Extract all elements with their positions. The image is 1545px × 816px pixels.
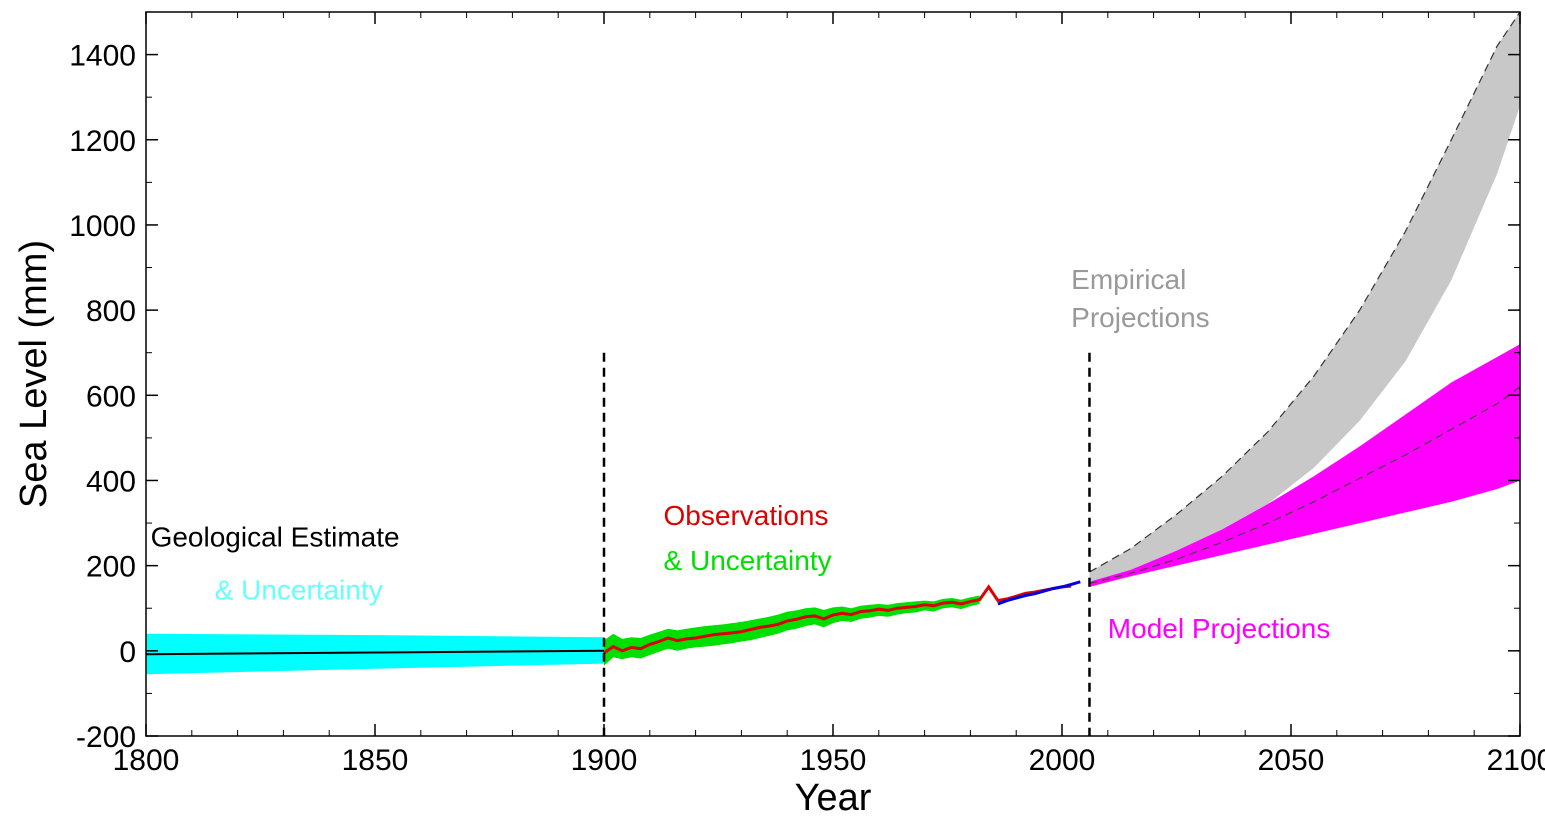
model-projection-band	[1089, 344, 1520, 587]
plot-area	[145, 11, 1521, 736]
annotation-label: Geological Estimate	[151, 521, 400, 552]
annotations: Geological Estimate & Uncertainty Observat…	[151, 264, 1331, 644]
empirical-projection-band	[1089, 12, 1520, 585]
empirical-projection-upper-edge	[1089, 11, 1521, 573]
x-tick-label: 1800	[113, 744, 180, 777]
geological-estimate-line	[145, 649, 605, 656]
x-tick-label: 2000	[1029, 744, 1096, 777]
x-tick-label: 1900	[571, 744, 638, 777]
satellite-observations-line	[997, 580, 1081, 606]
y-tick-label: 800	[86, 295, 136, 328]
y-tick-label: 1000	[69, 210, 136, 243]
model-projection-center-line	[1089, 386, 1521, 585]
x-tick-label: 2050	[1258, 744, 1325, 777]
y-tick-label: 1400	[69, 40, 136, 73]
y-tick-label: 0	[119, 636, 136, 669]
tick-labels: 1800 1850 1900 1950 2000 2050 2100 -200 0 200 400 6…	[69, 40, 1545, 777]
x-tick-label: 2100	[1487, 744, 1545, 777]
annotation-label: & Uncertainty	[215, 575, 383, 606]
x-tick-label: 1850	[342, 744, 409, 777]
y-tick-label: 1200	[69, 125, 136, 158]
y-tick-label: 400	[86, 465, 136, 498]
x-axis-label: Year	[795, 777, 872, 816]
y-tick-label: 600	[86, 380, 136, 413]
y-axis-label: Sea Level (mm)	[13, 240, 55, 508]
geological-uncertainty-band	[146, 633, 604, 675]
x-tick-label: 1950	[800, 744, 867, 777]
annotation-label: Observations	[664, 500, 829, 531]
annotation-label: Projections	[1071, 302, 1210, 333]
annotation-label: Empirical	[1071, 264, 1186, 295]
y-tick-label: -200	[76, 721, 136, 754]
axis-ticks	[145, 12, 1521, 737]
annotation-label: & Uncertainty	[664, 545, 832, 576]
y-tick-label: 200	[86, 551, 136, 584]
observations-uncertainty-band	[604, 595, 980, 666]
annotation-label: Model Projections	[1108, 613, 1331, 644]
observations-line	[603, 584, 1072, 655]
